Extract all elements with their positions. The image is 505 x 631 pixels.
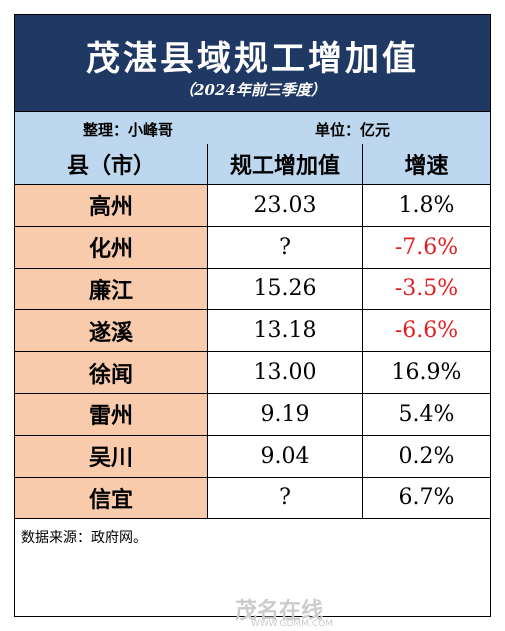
county: 吴川 xyxy=(15,435,208,478)
value: 9.04 xyxy=(208,435,363,478)
county: 雷州 xyxy=(15,394,208,436)
growth: 6.7% xyxy=(363,478,490,520)
county: 高州 xyxy=(15,185,208,227)
county: 信宜 xyxy=(15,477,208,520)
value: 13.18 xyxy=(208,310,363,353)
growth: 0.2% xyxy=(363,436,490,478)
value: 23.03 xyxy=(208,185,363,227)
compiler: 整理：小峰哥 xyxy=(83,121,174,139)
table-card: 茂湛县域规工增加值 （2024年前三季度） 整理：小峰哥 单位：亿元 县（市）规… xyxy=(14,14,491,629)
column-header: 县（市） xyxy=(15,144,208,185)
value: ? xyxy=(208,477,363,520)
unit: 单位：亿元 xyxy=(315,121,391,139)
subtitle: （2024年前三季度） xyxy=(179,81,326,99)
growth: -6.6% xyxy=(363,310,490,353)
growth: 16.9% xyxy=(363,352,490,394)
title-band: 茂湛县域规工增加值 （2024年前三季度） xyxy=(15,15,490,111)
value: 15.26 xyxy=(208,268,363,311)
county: 化州 xyxy=(15,226,208,269)
watermark-logo: 茂名在线 xyxy=(235,599,324,624)
county: 遂溪 xyxy=(15,310,208,353)
growth: 1.8% xyxy=(363,185,490,227)
source: 数据来源：政府网。 xyxy=(21,530,147,546)
info-row: 整理：小峰哥 单位：亿元 xyxy=(15,111,490,145)
growth: -3.5% xyxy=(363,269,490,311)
value: 9.19 xyxy=(208,394,363,436)
growth: -7.6% xyxy=(363,227,490,269)
value: 13.00 xyxy=(208,352,363,394)
county: 徐闻 xyxy=(15,352,208,394)
column-header: 规工增加值 xyxy=(208,144,363,185)
value: ? xyxy=(208,226,363,269)
watermark-url: WWW.GDMM.COM xyxy=(251,619,333,629)
title: 茂湛县域规工增加值 xyxy=(86,39,419,79)
column-header: 增速 xyxy=(363,144,490,185)
county: 廉江 xyxy=(15,268,208,311)
growth: 5.4% xyxy=(363,394,490,436)
